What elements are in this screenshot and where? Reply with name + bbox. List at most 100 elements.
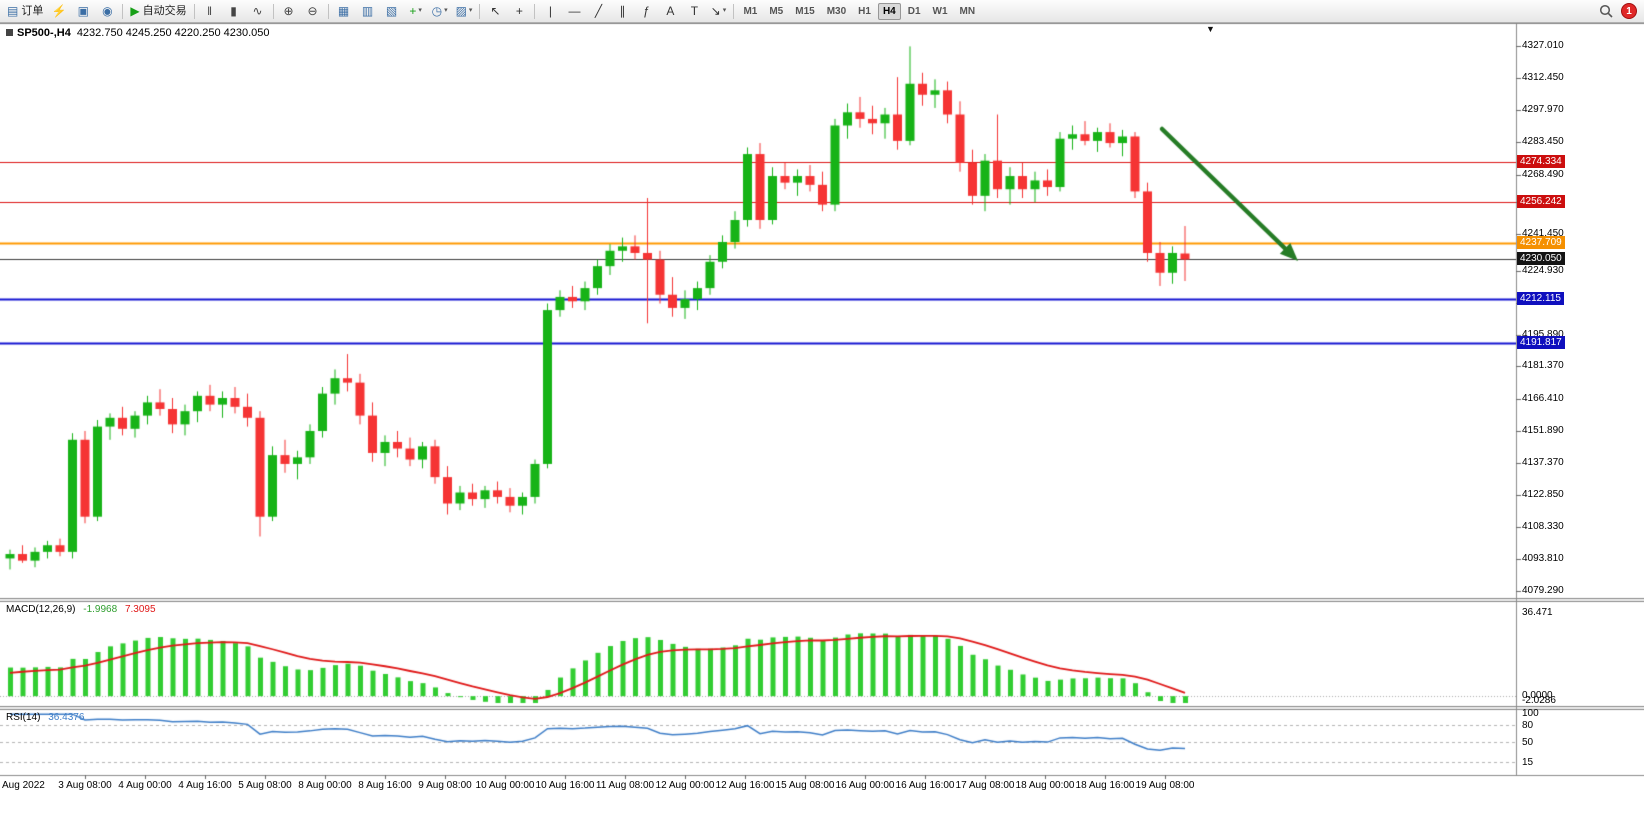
search-button[interactable] — [1593, 1, 1619, 21]
price-axis-label: 4241.450 — [1522, 228, 1564, 240]
price-level-badge: 4237.709 — [1517, 235, 1565, 249]
rsi-axis-label: 100 — [1522, 708, 1539, 719]
time-axis-label: 12 Aug 00:00 — [655, 780, 715, 791]
chart-title: SP500-,H4 4232.750 4245.250 4220.250 4230… — [6, 27, 270, 39]
template-button[interactable]: ▨ ▾ — [452, 1, 477, 21]
time-axis-label: 16 Aug 16:00 — [895, 780, 955, 791]
cursor-button[interactable]: ↖ — [483, 1, 507, 21]
price-axis-label: 4108.330 — [1522, 520, 1564, 532]
crosshair-button[interactable]: + — [507, 1, 531, 21]
add-indicator-icon: + — [409, 4, 417, 18]
time-axis-label: Aug 2022 — [2, 780, 45, 791]
quick-trade-icon-icon: ⚡ — [51, 4, 67, 18]
toolbar-separator — [122, 3, 124, 19]
pane-splitter-rsi[interactable] — [0, 706, 1644, 710]
chart-shift-icon: ▧ — [385, 4, 398, 18]
time-axis-label: 11 Aug 08:00 — [595, 780, 655, 791]
time-axis-label: 4 Aug 00:00 — [118, 780, 172, 791]
timeframe-button-D1[interactable]: D1 — [907, 5, 921, 17]
chart-shift-button[interactable]: ▧ — [380, 1, 404, 21]
history-center-button[interactable]: ◉ — [95, 1, 119, 21]
macd-axis-label: 36.471 — [1522, 607, 1553, 619]
price-axis-label: 4297.970 — [1522, 104, 1564, 116]
candlestick-chart-button[interactable]: ▮ — [222, 1, 246, 21]
new-order-button[interactable]: ▤ 订单 — [3, 1, 47, 21]
chevron-down-icon: ▾ — [444, 7, 448, 14]
horizontal-line-icon: — — [568, 4, 581, 18]
time-axis-label: 17 Aug 08:00 — [955, 780, 1015, 791]
vertical-line-button[interactable]: | — [538, 1, 562, 21]
price-axis[interactable] — [1516, 23, 1644, 775]
auto-scroll-icon: ▥ — [361, 4, 374, 18]
timeframe-button-H1[interactable]: H1 — [858, 5, 871, 17]
chevron-down-icon: ▾ — [722, 7, 727, 14]
zoom-in-icon: ⊕ — [283, 4, 294, 18]
price-axis-label: 4283.450 — [1522, 136, 1564, 148]
channel-button[interactable]: ∥ — [610, 1, 634, 21]
tile-windows-icon: ▦ — [337, 4, 350, 18]
price-axis-label: 4327.010 — [1522, 40, 1564, 52]
time-axis-label: 5 Aug 08:00 — [238, 780, 292, 791]
timeframe-button-MN[interactable]: MN — [959, 5, 976, 17]
auto-trading-button[interactable]: ▶ 自动交易 — [126, 1, 190, 21]
chart-symbol-period: SP500-,H4 — [17, 27, 71, 39]
depth-of-market-icon: ▣ — [77, 4, 90, 18]
time-axis-label: 8 Aug 16:00 — [358, 780, 412, 791]
depth-of-market-button[interactable]: ▣ — [71, 1, 95, 21]
quick-trade-icon-button[interactable]: ⚡ — [47, 1, 71, 21]
horizontal-line-button[interactable]: — — [562, 1, 586, 21]
time-axis-label: 16 Aug 00:00 — [835, 780, 895, 791]
auto-scroll-button[interactable]: ▥ — [356, 1, 380, 21]
timeframe-button-H4[interactable]: H4 — [877, 2, 901, 20]
text-label-icon: T — [690, 4, 699, 18]
rsi-value: 36.4376 — [48, 712, 85, 723]
auto-trading-icon: ▶ — [130, 4, 140, 18]
candlestick-chart[interactable] — [0, 23, 1644, 814]
time-axis-label: 15 Aug 08:00 — [775, 780, 835, 791]
crosshair-icon: + — [515, 4, 523, 18]
timeframe-button-W1[interactable]: W1 — [932, 5, 948, 17]
price-axis-label: 4181.370 — [1522, 360, 1564, 372]
trendline-button[interactable]: ╱ — [586, 1, 610, 21]
toolbar-separator — [193, 3, 195, 19]
chevron-down-icon: ▾ — [468, 7, 473, 14]
rsi-axis-label: 80 — [1522, 719, 1534, 731]
notification-badge[interactable]: 1 — [1621, 3, 1637, 19]
zoom-in-button[interactable]: ⊕ — [277, 1, 301, 21]
macd-signal-value: 7.3095 — [124, 604, 156, 615]
toolbar-separator — [327, 3, 329, 19]
pane-splitter-macd[interactable] — [0, 598, 1644, 602]
arrows-icon: ↘ — [710, 4, 721, 18]
bar-chart-button[interactable]: ǁ — [198, 1, 222, 21]
add-indicator-button[interactable]: + ▾ — [404, 1, 428, 21]
time-axis[interactable] — [0, 775, 1516, 799]
timeframe-button-M30[interactable]: M30 — [826, 5, 847, 17]
vertical-line-icon: | — [548, 4, 552, 18]
price-axis-label: 4268.490 — [1522, 168, 1564, 180]
price-axis-label: 4122.850 — [1522, 489, 1564, 501]
time-axis-label: 18 Aug 16:00 — [1075, 780, 1135, 791]
macd-axis-label: 0.0000 — [1522, 690, 1553, 702]
chart-shift-marker[interactable]: ▼ — [1206, 24, 1215, 34]
timeframe-button-M1[interactable]: M1 — [743, 5, 758, 17]
text-button[interactable]: A — [658, 1, 682, 21]
fibonacci-button[interactable]: ƒ — [634, 1, 658, 21]
timeframe-button-M15[interactable]: M15 — [795, 5, 815, 17]
zoom-out-button[interactable]: ⊖ — [301, 1, 325, 21]
text-label-button[interactable]: T — [682, 1, 706, 21]
price-axis-label: 4151.890 — [1522, 425, 1564, 437]
timeframe-button-M5[interactable]: M5 — [769, 5, 784, 17]
time-axis-label: 10 Aug 00:00 — [475, 780, 535, 791]
arrows-button[interactable]: ↘ ▾ — [706, 1, 730, 21]
price-axis-label: 4079.290 — [1522, 584, 1564, 596]
time-axis-label: 18 Aug 00:00 — [1015, 780, 1075, 791]
rsi-params-label: RSI(14) — [6, 712, 41, 723]
macd-value: -1.9968 — [83, 604, 118, 615]
tile-windows-button[interactable]: ▦ — [332, 1, 356, 21]
price-axis-label: 4137.370 — [1522, 457, 1564, 469]
line-chart-button[interactable]: ∿ — [246, 1, 270, 21]
toolbar-separator — [733, 3, 735, 19]
time-axis-label: 9 Aug 08:00 — [418, 780, 472, 791]
time-axis-label: 8 Aug 00:00 — [298, 780, 352, 791]
period-selector-button[interactable]: ◷ ▾ — [428, 1, 452, 21]
